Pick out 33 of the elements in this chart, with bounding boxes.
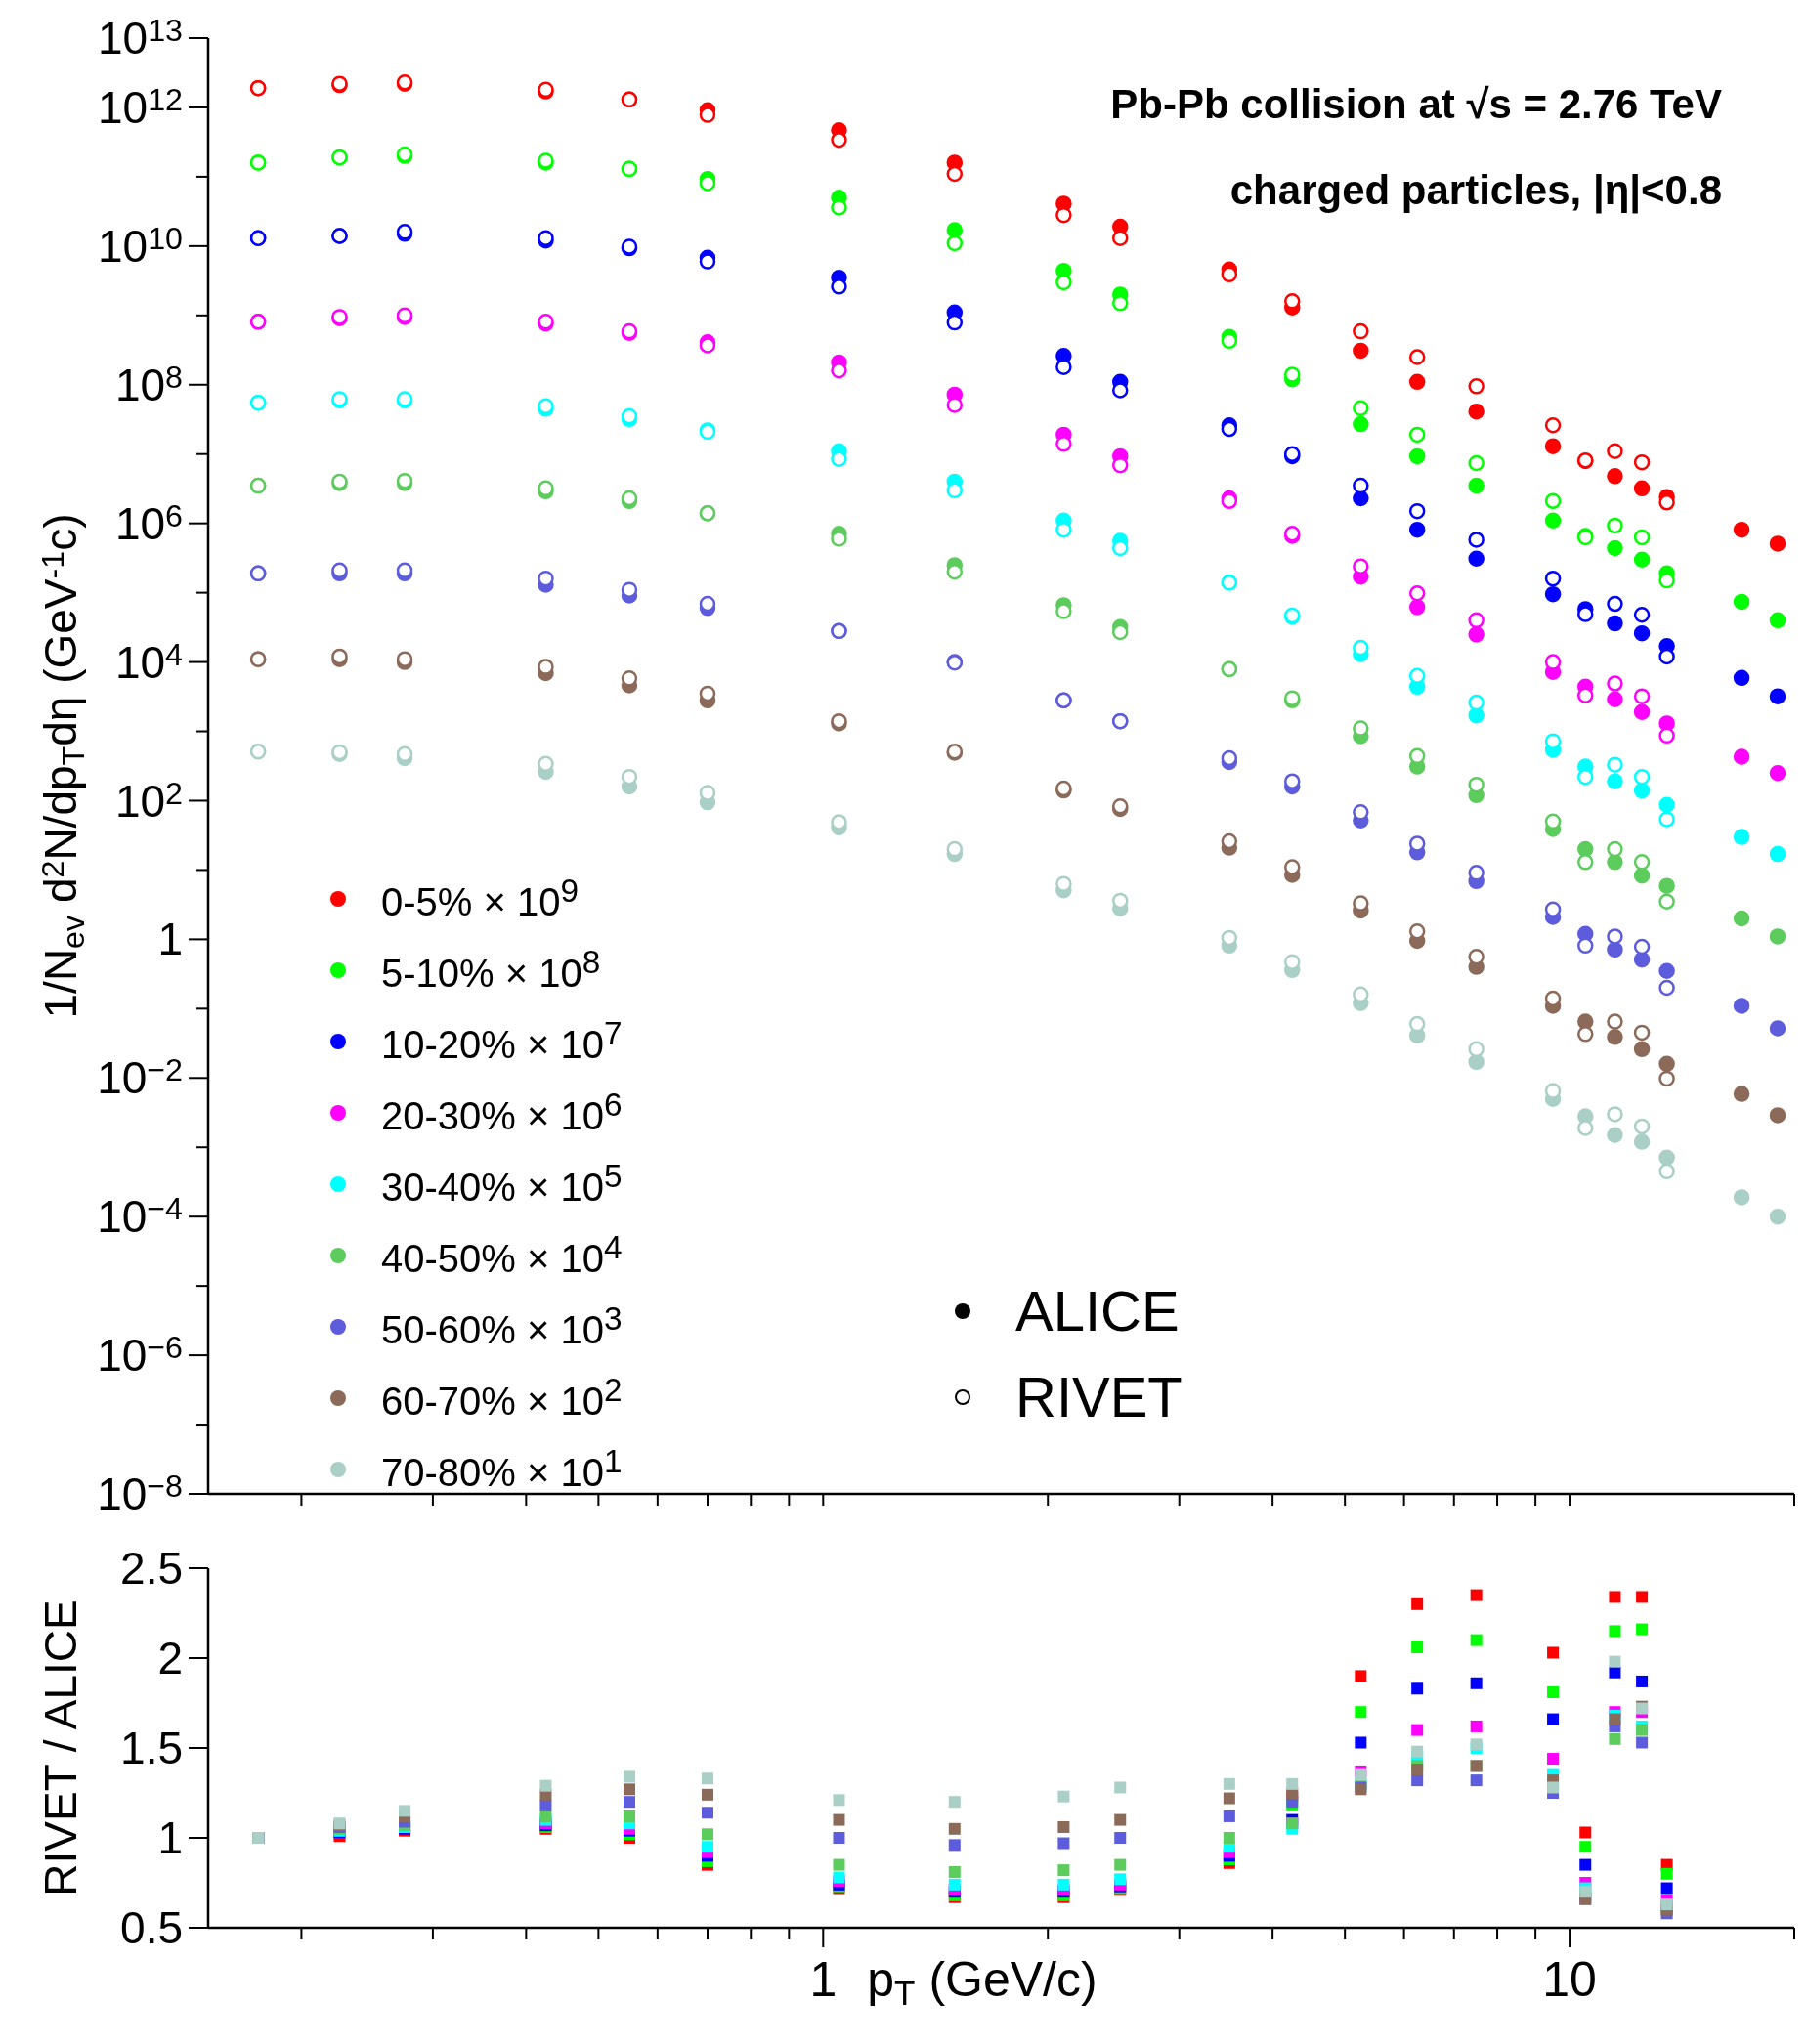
- x-tick-label: 10: [1542, 1952, 1597, 2007]
- legend-label: 10-20% × 10$^{7}$: [381, 1014, 623, 1068]
- y-tick-label: 0.5: [120, 1902, 183, 1954]
- annotation: Pb-Pb collision at √s = 2.76 TeV: [1110, 81, 1722, 128]
- y-tick-label: 10$^{4}$: [114, 636, 183, 688]
- y-tick-label: 2.5: [120, 1543, 183, 1595]
- y-axis-title: RIVET / ALICE: [35, 1599, 86, 1896]
- legend-label: 0-5% × 10$^{9}$: [381, 872, 580, 925]
- legend-label: 5-10% × 10$^{8}$: [381, 943, 601, 997]
- annotation: charged particles, |η|<0.8: [1229, 167, 1722, 214]
- y-tick-label: 10$^{10}$: [98, 220, 183, 272]
- y-tick-label: 10$^{−2}$: [97, 1052, 183, 1104]
- y-tick-label: 10$^{13}$: [98, 13, 183, 64]
- legend-label: 30-40% × 10$^{5}$: [381, 1157, 623, 1211]
- y-tick-label: 10$^{8}$: [114, 359, 183, 410]
- legend-label: 50-60% × 10$^{3}$: [381, 1299, 623, 1353]
- y-tick-label: 10$^{−6}$: [97, 1330, 183, 1382]
- y-tick-label: 1.5: [120, 1723, 183, 1774]
- y-tick-label: 1: [157, 1812, 183, 1864]
- legend-label: 60-70% × 10$^{2}$: [381, 1371, 623, 1425]
- annotation: ALICE: [1015, 1278, 1180, 1343]
- y-tick-label: 1: [157, 914, 183, 965]
- x-axis-title: p$_{T}$ (GeV/c): [867, 1952, 1098, 2012]
- y-tick-label: 2: [157, 1633, 183, 1684]
- legend-label: 40-50% × 10$^{4}$: [381, 1228, 623, 1282]
- y-tick-label: 10$^{2}$: [114, 775, 183, 827]
- annotation: RIVET: [1015, 1364, 1183, 1429]
- legend-label: 20-30% × 10$^{6}$: [381, 1086, 623, 1139]
- y-tick-label: 10$^{12}$: [98, 82, 183, 134]
- legend-label: 70-80% × 10$^{1}$: [381, 1442, 623, 1496]
- y-tick-label: 10$^{−8}$: [97, 1469, 183, 1520]
- y-tick-label: 10$^{6}$: [114, 497, 183, 549]
- y-tick-label: 10$^{−4}$: [97, 1191, 183, 1243]
